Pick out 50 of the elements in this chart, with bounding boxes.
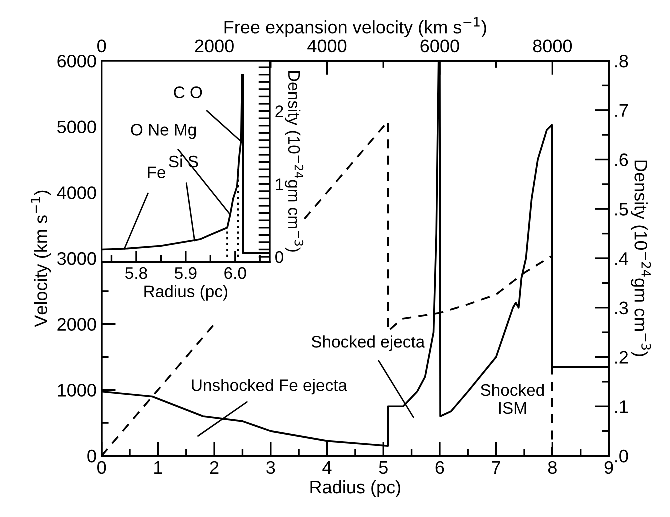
y-tick-label: 2 bbox=[276, 106, 284, 118]
y2-tick-label: .4 bbox=[616, 252, 628, 266]
x-tick-label: 5.9 bbox=[175, 267, 197, 280]
x-tick-label: 6.0 bbox=[224, 267, 246, 280]
annotation: C O bbox=[174, 86, 202, 98]
x-tick-label: 4 bbox=[322, 462, 332, 474]
y-axis-title: Density (10$^{−24}$gm cm$^{−3}$) bbox=[285, 71, 304, 252]
x2-tick-label: 6000 bbox=[420, 40, 460, 53]
annotation: Unshocked Fe ejecta bbox=[192, 379, 348, 395]
x-tick-label: 5 bbox=[379, 462, 388, 474]
y2-tick-label: .7 bbox=[616, 104, 628, 117]
y2-tick-label: .3 bbox=[616, 302, 628, 315]
x-tick-label: 6 bbox=[436, 461, 444, 474]
x2-tick-label: 2000 bbox=[195, 40, 234, 53]
y2-tick-label: .2 bbox=[616, 351, 628, 364]
x2-tick-label: 4000 bbox=[308, 40, 347, 53]
y2-tick-label: .5 bbox=[616, 203, 628, 216]
y2-tick-label: .0 bbox=[616, 450, 628, 463]
x-axis-title: Radius (pc) bbox=[310, 480, 400, 498]
x-tick-label: 1 bbox=[154, 462, 162, 474]
annotation: Shocked ISM bbox=[480, 384, 544, 414]
annotation: Si S bbox=[169, 155, 198, 168]
y-tick-label: 6000 bbox=[58, 54, 96, 68]
y-tick-label: 0 bbox=[276, 251, 284, 264]
y-tick-label: 2000 bbox=[58, 318, 96, 332]
x-tick-label: 7 bbox=[492, 462, 500, 474]
y-tick-label: 1000 bbox=[58, 384, 96, 397]
x-tick-label: 8 bbox=[548, 461, 557, 474]
annotation: Fe bbox=[148, 166, 166, 178]
y-axis-title: Velocity (km s$^{−1}$) bbox=[31, 190, 52, 328]
x-axis-title: Radius (pc) bbox=[144, 285, 228, 301]
y-tick-label: 1 bbox=[276, 178, 284, 190]
x-tick-label: 9 bbox=[604, 461, 614, 474]
x-tick-label: 5.8 bbox=[126, 267, 148, 280]
y-tick-label: 3000 bbox=[58, 252, 96, 266]
x2-tick-label: 0 bbox=[98, 40, 106, 53]
y-tick-label: 0 bbox=[88, 450, 96, 463]
x-tick-label: 3 bbox=[266, 461, 276, 474]
y-tick-label: 4000 bbox=[57, 186, 96, 200]
x-tick-label: 0 bbox=[98, 461, 106, 474]
x2-axis-title: Free expansion velocity (km s$^{−1}$) bbox=[224, 18, 486, 38]
y2-tick-label: .6 bbox=[616, 154, 628, 166]
y-tick-label: 5000 bbox=[58, 120, 96, 134]
annotation: O Ne Mg bbox=[131, 124, 196, 140]
x-tick-label: 2 bbox=[210, 461, 219, 474]
x2-tick-label: 8000 bbox=[533, 40, 572, 53]
annotation: Shocked ejecta bbox=[312, 336, 426, 352]
y2-axis-title: Density (10$^{−24}$gm cm$^{−3}$) bbox=[631, 160, 652, 356]
y2-tick-label: .1 bbox=[616, 400, 628, 414]
y2-tick-label: .8 bbox=[616, 54, 628, 68]
